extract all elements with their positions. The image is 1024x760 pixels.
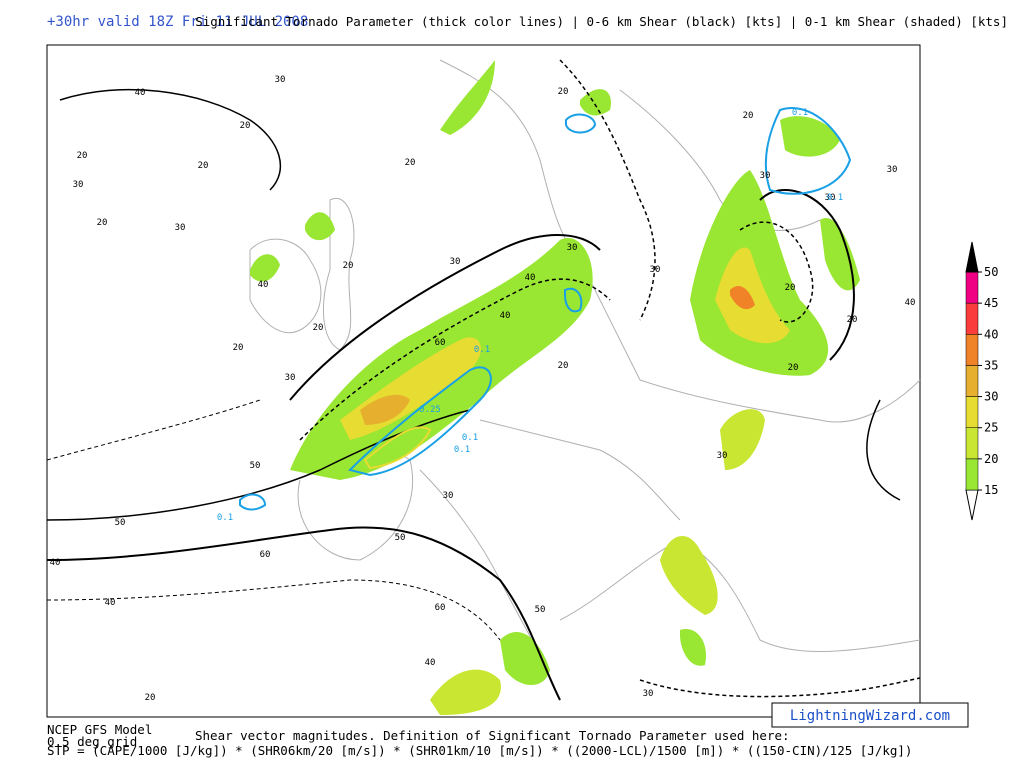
stp-label: 0.1 xyxy=(462,433,478,443)
colorbar-label: 40 xyxy=(984,327,998,341)
contour-label: 20 xyxy=(558,87,569,97)
colorbar-band xyxy=(965,427,979,460)
stp-formula: STP = (CAPE/1000 [J/kg]) * (SHR06km/20 [… xyxy=(47,743,912,758)
colorbar-band xyxy=(965,458,979,491)
stp-label: 0.1 xyxy=(217,513,233,523)
contour-label: 20 xyxy=(788,363,799,373)
contour-label: 20 xyxy=(97,218,108,228)
contour-label: 30 xyxy=(567,243,578,253)
contour-label: 20 xyxy=(743,111,754,121)
contour-label: 20 xyxy=(313,323,324,333)
colorbar-band xyxy=(965,302,979,335)
contour-label: 30 xyxy=(887,165,898,175)
colorbar-band xyxy=(965,365,979,397)
definition-note: Shear vector magnitudes. Definition of S… xyxy=(195,728,790,743)
colorbar-label: 45 xyxy=(984,296,998,310)
contour-label: 60 xyxy=(435,603,446,613)
contour-label: 20 xyxy=(405,158,416,168)
contour-label: 40 xyxy=(425,658,436,668)
map-title: Significant Tornado Parameter (thick col… xyxy=(195,14,1008,29)
colorbar-label: 50 xyxy=(984,265,998,279)
colorbar-label: 15 xyxy=(984,483,998,497)
contour-label: 30 xyxy=(717,451,728,461)
contour-label: 20 xyxy=(145,693,156,703)
contour-label: 20 xyxy=(240,121,251,131)
colorbar-label: 20 xyxy=(984,452,998,466)
contour-label: 40 xyxy=(50,558,61,568)
contour-label: 20 xyxy=(558,361,569,371)
contour-label: 20 xyxy=(343,261,354,271)
contour-label: 50 xyxy=(535,605,546,615)
model-name: NCEP GFS Model xyxy=(47,722,152,737)
contour-label: 20 xyxy=(198,161,209,171)
stp-label: 0.1 xyxy=(454,445,470,455)
contour-label: 30 xyxy=(73,180,84,190)
contour-label: 20 xyxy=(785,283,796,293)
contour-label: 30 xyxy=(643,689,654,699)
contour-label: 30 xyxy=(443,491,454,501)
map-labels: 40 30 20 20 30 20 20 20 30 40 20 20 30 20 30 40 60 40 30 20… xyxy=(50,75,916,703)
colorbar: 15 20 25 30 35 40 45 50 xyxy=(965,241,998,521)
contour-label: 40 xyxy=(105,598,116,608)
colorbar-band xyxy=(965,271,979,304)
contour-label: 50 xyxy=(250,461,261,471)
contour-label: 30 xyxy=(760,171,771,181)
shear-shading xyxy=(250,60,860,715)
shear-contours xyxy=(46,59,921,701)
contour-label: 30 xyxy=(650,265,661,275)
grid-spec: 0.5 deg grid xyxy=(47,734,137,749)
contour-label: 30 xyxy=(450,257,461,267)
contour-label: 50 xyxy=(115,518,126,528)
contour-label: 60 xyxy=(435,338,446,348)
valid-time: +30hr valid 18Z Fri 11 JUL 2008 xyxy=(47,14,308,30)
colorbar-label: 30 xyxy=(984,390,998,404)
contour-label: 40 xyxy=(905,298,916,308)
contour-label: 30 xyxy=(825,193,836,203)
stp-label: 0.25 xyxy=(419,405,441,415)
colorbar-band xyxy=(965,396,979,428)
stp-label: 0.1 xyxy=(827,193,843,203)
colorbar-low-end xyxy=(965,489,979,521)
contour-label: 30 xyxy=(275,75,286,85)
stp-contours xyxy=(239,107,852,511)
contour-label: 60 xyxy=(260,550,271,560)
watermark-box xyxy=(771,702,969,728)
colorbar-label: 35 xyxy=(984,358,998,372)
colorbar-high-end xyxy=(965,241,979,273)
contour-label: 40 xyxy=(525,273,536,283)
map-area: 40 30 20 20 30 20 20 20 30 40 20 20 30 20 30 40 60 40 30 20… xyxy=(46,44,921,718)
contour-label: 40 xyxy=(500,311,511,321)
contour-label: 30 xyxy=(285,373,296,383)
contour-label: 40 xyxy=(258,280,269,290)
contour-label: 50 xyxy=(395,533,406,543)
colorbar-band xyxy=(965,334,979,366)
coastlines xyxy=(249,59,921,701)
stp-label: 0.1 xyxy=(792,108,808,118)
contour-label: 20 xyxy=(847,315,858,325)
contour-label: 30 xyxy=(175,223,186,233)
contour-label: 20 xyxy=(77,151,88,161)
contour-label: 40 xyxy=(135,88,146,98)
stp-label: 0.1 xyxy=(474,345,490,355)
watermark: LightningWizard.com xyxy=(790,708,950,724)
contour-label: 20 xyxy=(233,343,244,353)
colorbar-label: 25 xyxy=(984,421,998,435)
